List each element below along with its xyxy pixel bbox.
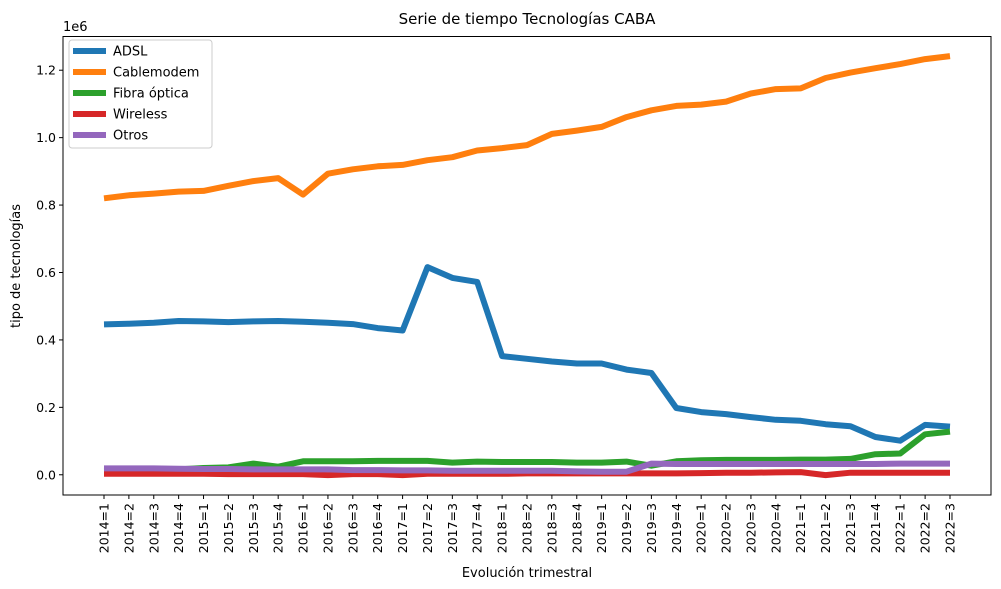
x-tick-label: 2016=1: [296, 503, 311, 553]
x-tick-label: 2020=4: [768, 503, 783, 553]
x-tick-label: 2019=2: [619, 503, 634, 553]
x-tick-label: 2015=2: [221, 503, 236, 553]
x-tick-label: 2021=3: [843, 503, 858, 553]
legend-box: [68, 39, 213, 149]
x-axis: 2014=1 2014=2 2014=3 2014=4 2015=1 2015=2 2015…: [97, 495, 958, 553]
y-tick-label: 0.0: [36, 467, 56, 482]
x-tick-label: 2014=3: [146, 503, 161, 553]
x-tick-label: 2016=3: [345, 503, 360, 553]
x-tick-label: 2018=3: [544, 503, 559, 553]
x-tick-label: 2017=3: [445, 503, 460, 553]
x-tick-label: 2022=1: [893, 503, 908, 553]
x-tick-label: 2014=1: [97, 503, 112, 553]
x-tick-label: 2018=4: [569, 503, 584, 553]
x-tick-label: 2022=2: [918, 503, 933, 553]
series-line-1: [103, 53, 951, 202]
series-layer: [103, 53, 951, 479]
x-tick-label: 2014=4: [171, 503, 186, 553]
x-tick-label: 2015=3: [246, 503, 261, 553]
x-tick-label: 2020=2: [719, 503, 734, 553]
y-tick-label: 1.0: [36, 130, 56, 145]
legend-label: Cablemodem: [113, 66, 199, 81]
y-tick-label: 1.2: [36, 63, 56, 78]
y-tick-label: 0.2: [36, 400, 56, 415]
series-line-2: [103, 428, 951, 474]
x-tick-label: 2019=4: [669, 503, 684, 553]
legend-label: Wireless: [113, 108, 168, 123]
legend-label: Fibra óptica: [113, 87, 189, 102]
x-tick-label: 2015=1: [196, 503, 211, 553]
x-tick-label: 2019=3: [644, 503, 659, 553]
x-tick-label: 2016=4: [370, 503, 385, 553]
x-tick-label: 2020=1: [694, 503, 709, 553]
y-tick-label: 0.6: [36, 265, 56, 280]
x-tick-label: 2021=2: [818, 503, 833, 553]
x-tick-label: 2017=2: [420, 503, 435, 553]
legend-label: ADSL: [113, 45, 148, 60]
y-tick-label: 0.8: [36, 198, 56, 213]
x-tick-label: 2021=1: [793, 503, 808, 553]
x-tick-label: 2017=1: [395, 503, 410, 553]
y-tick-label: 0.4: [36, 332, 56, 347]
x-tick-label: 2019=1: [594, 503, 609, 553]
x-tick-label: 2014=2: [121, 503, 136, 553]
series-line-4: [104, 460, 950, 475]
x-tick-label: 2017=4: [470, 503, 485, 553]
legend: ADSL Cablemodem Fibra óptica Wireless Otros: [68, 39, 213, 149]
y-axis: 0.0 0.2 0.4 0.6 0.8 1.0 1.2: [36, 63, 63, 482]
x-tick-label: 2016=2: [320, 503, 335, 553]
y-axis-label: tipo de tecnologías: [9, 204, 24, 328]
legend-label: Otros: [113, 129, 148, 144]
x-tick-label: 2018=1: [495, 503, 510, 553]
chart-title: Serie de tiempo Tecnologías CABA: [399, 10, 657, 28]
x-tick-label: 2015=4: [271, 503, 286, 553]
x-tick-label: 2020=3: [743, 503, 758, 553]
series-line-0: [103, 264, 951, 444]
x-tick-label: 2022=3: [943, 503, 958, 553]
x-axis-label: Evolución trimestral: [462, 566, 592, 581]
x-tick-label: 2021=4: [868, 503, 883, 553]
x-tick-label: 2018=2: [520, 503, 535, 553]
y-offset-label: 1e6: [63, 20, 88, 35]
